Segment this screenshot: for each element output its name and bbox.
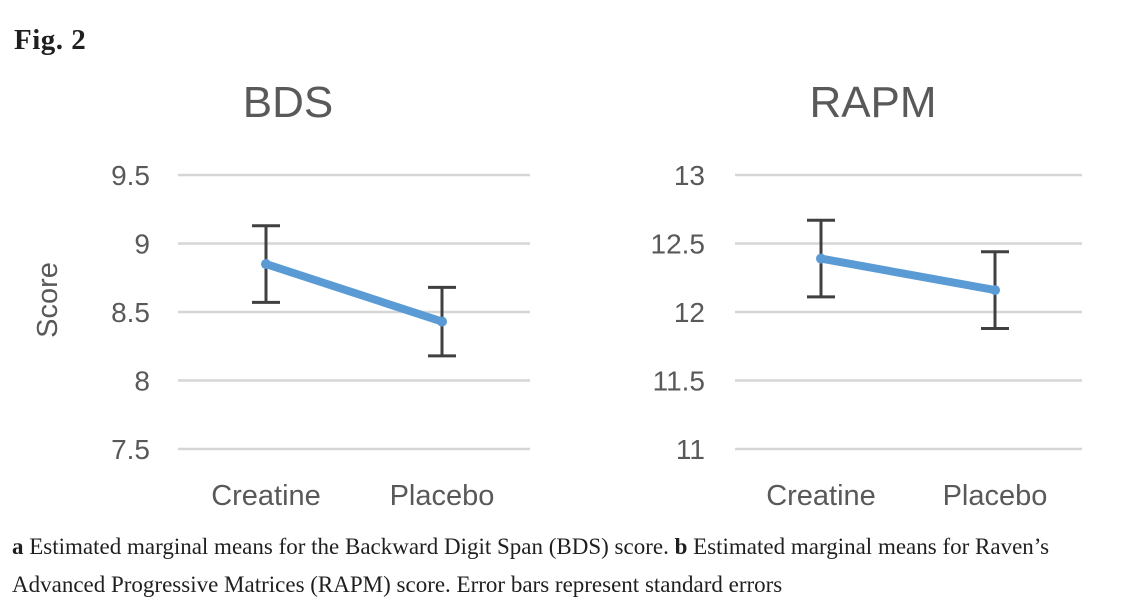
data-line xyxy=(262,260,446,326)
chart-title: BDS xyxy=(243,78,333,127)
x-category-label: Placebo xyxy=(943,480,1048,512)
data-point-marker xyxy=(437,316,447,327)
y-tick-label: 8 xyxy=(134,366,150,397)
y-tick-label: 13 xyxy=(674,160,705,191)
caption-panel-b-text: Estimated marginal means for Raven’s Adv… xyxy=(12,534,1050,597)
y-tick-label: 11.5 xyxy=(653,366,705,397)
y-tick-label: 7.5 xyxy=(111,434,150,465)
caption-panel-b-label: b xyxy=(674,534,688,559)
y-tick-label: 9.5 xyxy=(111,160,150,191)
bds-chart: BDS 9.5 9 8.5 8 7.5 Creatine Placebo Score xyxy=(32,78,530,512)
y-axis-label: Score xyxy=(32,262,64,338)
x-category-label: Placebo xyxy=(390,480,495,512)
data-point-marker xyxy=(990,285,1000,296)
y-tick-label: 12.5 xyxy=(651,229,706,260)
x-category-label: Creatine xyxy=(766,480,876,512)
caption-panel-a-text: Estimated marginal means for the Backwar… xyxy=(23,534,675,559)
chart-title: RAPM xyxy=(809,78,936,127)
charts-row: BDS 9.5 9 8.5 8 7.5 Creatine Placebo Score RAPM 1… xyxy=(0,60,1127,522)
y-tick-label: 9 xyxy=(134,229,150,260)
y-tick-label: 12 xyxy=(674,297,705,328)
x-category-label: Creatine xyxy=(211,480,321,512)
figure-caption: a Estimated marginal means for the Backw… xyxy=(12,528,1118,604)
caption-panel-a-label: a xyxy=(12,534,24,559)
rapm-chart: RAPM 13 12.5 12 11.5 11 Creatine Placebo xyxy=(651,78,1082,512)
y-tick-label: 11 xyxy=(676,434,705,465)
data-point-marker xyxy=(816,253,826,264)
data-point-marker xyxy=(261,259,271,270)
figure-label: Fig. 2 xyxy=(14,24,87,56)
data-line xyxy=(817,254,999,295)
y-tick-label: 8.5 xyxy=(111,297,150,328)
